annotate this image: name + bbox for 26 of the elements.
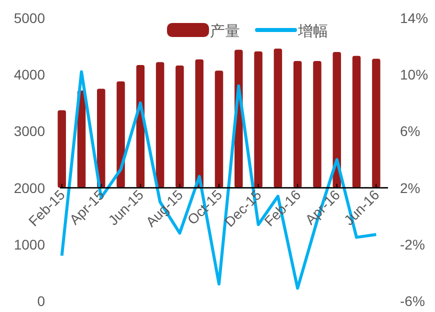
- y-tick-label: 5000: [14, 10, 46, 26]
- bar: [293, 61, 302, 188]
- y-tick-label: 1000: [14, 236, 46, 252]
- y2-tick-label: 10%: [400, 66, 428, 83]
- y-tick-label: 3000: [14, 123, 46, 140]
- bar: [254, 51, 262, 188]
- y-tick-label: 4000: [14, 66, 46, 83]
- bar: [176, 66, 184, 188]
- bar: [372, 58, 380, 188]
- y2-tick-label: -6%: [400, 293, 425, 309]
- legend-label: 产量: [210, 23, 240, 40]
- bar: [156, 62, 164, 188]
- y-tick-label: 0: [37, 293, 46, 309]
- bar: [313, 61, 322, 188]
- bar: [214, 70, 224, 188]
- y2-tick-label: -2%: [400, 236, 425, 252]
- y2-tick-label: 14%: [400, 10, 428, 26]
- legend-label: 增幅: [297, 23, 328, 40]
- y2-tick-label: 6%: [400, 123, 420, 140]
- bar: [274, 48, 282, 188]
- bar: [116, 81, 125, 188]
- bar: [195, 59, 204, 188]
- bar: [96, 88, 106, 188]
- bar: [352, 56, 361, 188]
- bar: [58, 110, 66, 188]
- y2-tick-label: 2%: [400, 180, 420, 196]
